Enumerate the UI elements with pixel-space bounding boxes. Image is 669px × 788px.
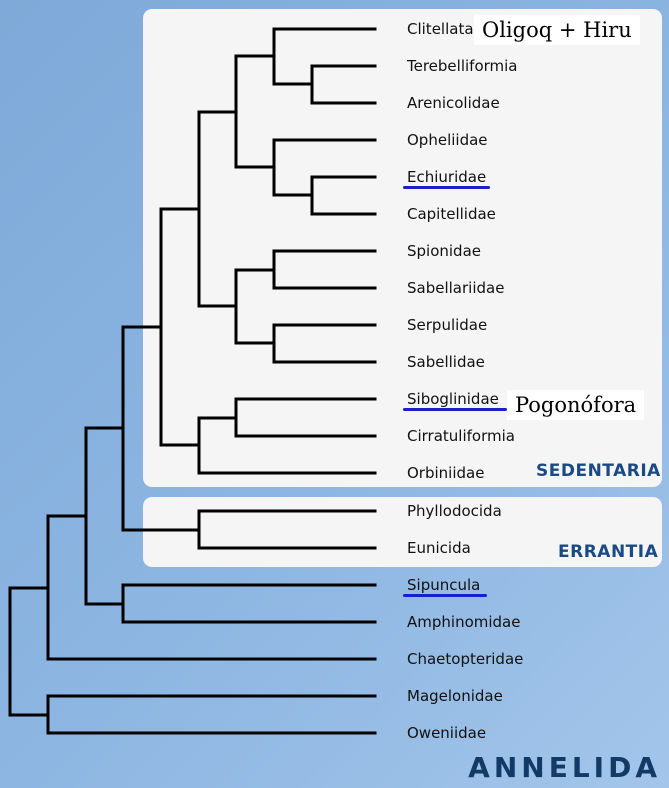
taxon-spionidae: Spionidae <box>407 242 482 260</box>
taxon-echiuridae: Echiuridae <box>407 168 487 186</box>
branch <box>197 509 377 550</box>
branch <box>84 426 125 606</box>
annotation-pogonofora: Pogonófora <box>507 390 645 420</box>
branch <box>310 175 377 216</box>
branch <box>121 583 377 624</box>
taxon-sipuncula: Sipuncula <box>407 576 481 594</box>
branch <box>46 694 377 735</box>
taxon-terebelliformia: Terebelliformia <box>407 57 518 75</box>
branch <box>197 416 377 475</box>
taxon-chaetopteridae: Chaetopteridae <box>407 650 524 668</box>
group-label-errantia: ERRANTIA <box>558 542 659 562</box>
branch <box>46 514 377 661</box>
taxon-opheliidae: Opheliidae <box>407 131 488 149</box>
branch <box>234 268 276 345</box>
taxon-cirratuliformia: Cirratuliformia <box>407 427 515 445</box>
taxon-capitellidae: Capitellidae <box>407 205 496 223</box>
taxon-sabellidae: Sabellidae <box>407 353 485 371</box>
taxon-oweniidae: Oweniidae <box>407 724 487 742</box>
branch <box>272 323 377 364</box>
group-label-sedentaria: SEDENTARIA <box>536 461 661 481</box>
annotation-oligoq-hiru: Oligoq + Hiru <box>474 15 640 45</box>
branch <box>159 207 201 447</box>
taxon-siboglinidae: Siboglinidae <box>407 390 499 408</box>
page-title: ANNELIDA <box>468 751 661 784</box>
branch <box>272 138 377 197</box>
branch <box>272 27 377 86</box>
branch <box>8 586 50 717</box>
taxon-eunicida: Eunicida <box>407 539 471 557</box>
taxon-clitellata: Clitellata <box>407 20 474 38</box>
underline-siboglinidae <box>403 408 507 411</box>
taxon-serpulidae: Serpulidae <box>407 316 488 334</box>
branch <box>272 249 377 290</box>
branch <box>234 397 377 438</box>
taxon-orbiniidae: Orbiniidae <box>407 464 485 482</box>
errantia-panel <box>143 497 662 567</box>
taxon-arenicolidae: Arenicolidae <box>407 94 500 112</box>
underline-echiuridae <box>403 186 490 189</box>
underline-sipuncula <box>403 594 487 597</box>
branch <box>310 64 377 105</box>
taxon-magelonidae: Magelonidae <box>407 687 503 705</box>
branch <box>234 54 276 169</box>
taxon-sabellariidae: Sabellariidae <box>407 279 505 297</box>
branch <box>197 110 238 308</box>
taxon-phyllodocida: Phyllodocida <box>407 502 502 520</box>
taxon-amphinomidae: Amphinomidae <box>407 613 521 631</box>
